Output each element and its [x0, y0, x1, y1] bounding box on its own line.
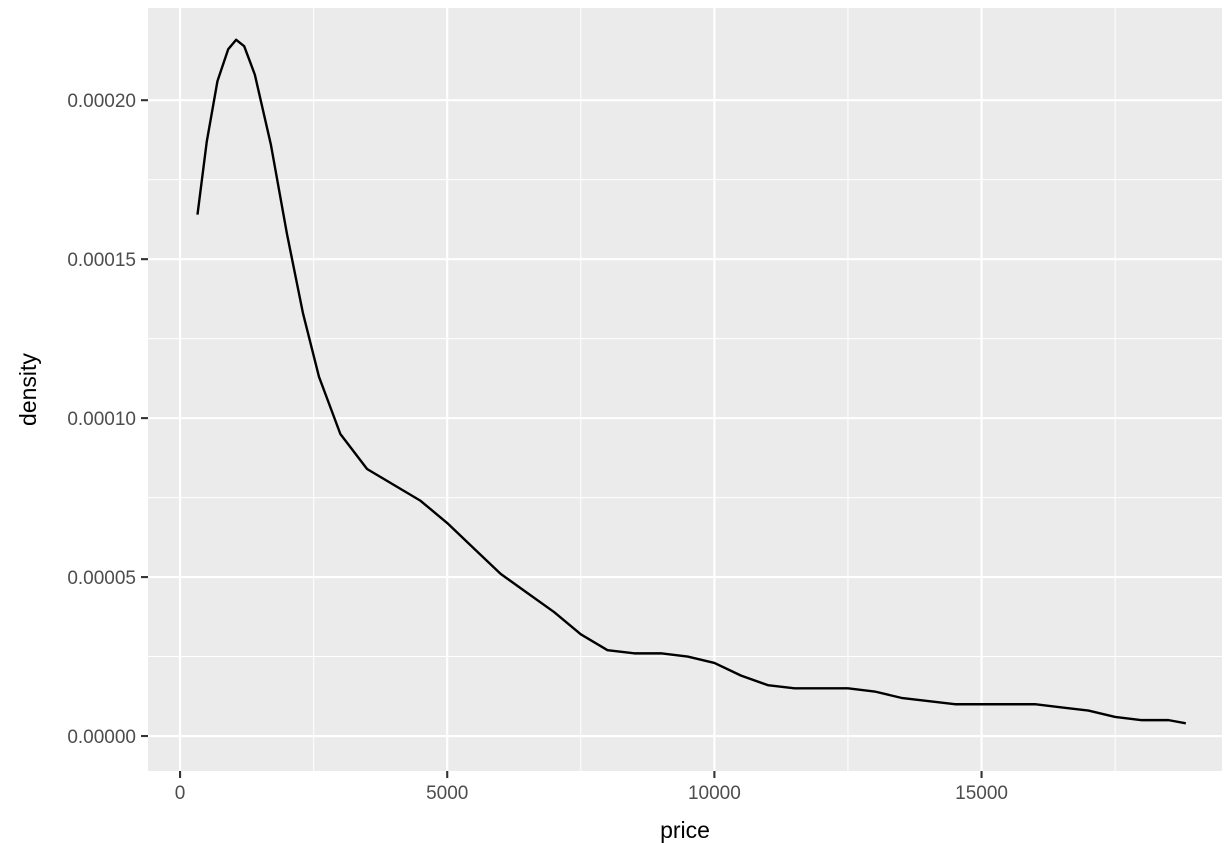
- x-tick-label: 0: [175, 783, 186, 804]
- y-tick-label: 0.00005: [67, 568, 136, 589]
- y-axis-title: density: [15, 353, 41, 426]
- x-axis: 0 5000 10000 15000: [175, 771, 1008, 804]
- major-gridlines: [148, 8, 1222, 771]
- density-curve: [196, 38, 1187, 725]
- x-tick-label: 5000: [426, 783, 468, 804]
- x-tick-label: 15000: [955, 783, 1008, 804]
- y-tick-label: 0.00010: [67, 409, 136, 430]
- minor-gridlines: [148, 8, 1222, 771]
- x-axis-title: price: [660, 817, 710, 843]
- x-tick-label: 10000: [688, 783, 741, 804]
- y-tick-label: 0.00020: [67, 91, 136, 112]
- y-tick-label: 0.00015: [67, 250, 136, 271]
- y-tick-label: 0.00000: [67, 727, 136, 748]
- y-axis: 0.00000 0.00005 0.00010 0.00015 0.00020: [67, 91, 148, 748]
- plot-panel: [148, 8, 1222, 771]
- series-layer: [196, 38, 1187, 725]
